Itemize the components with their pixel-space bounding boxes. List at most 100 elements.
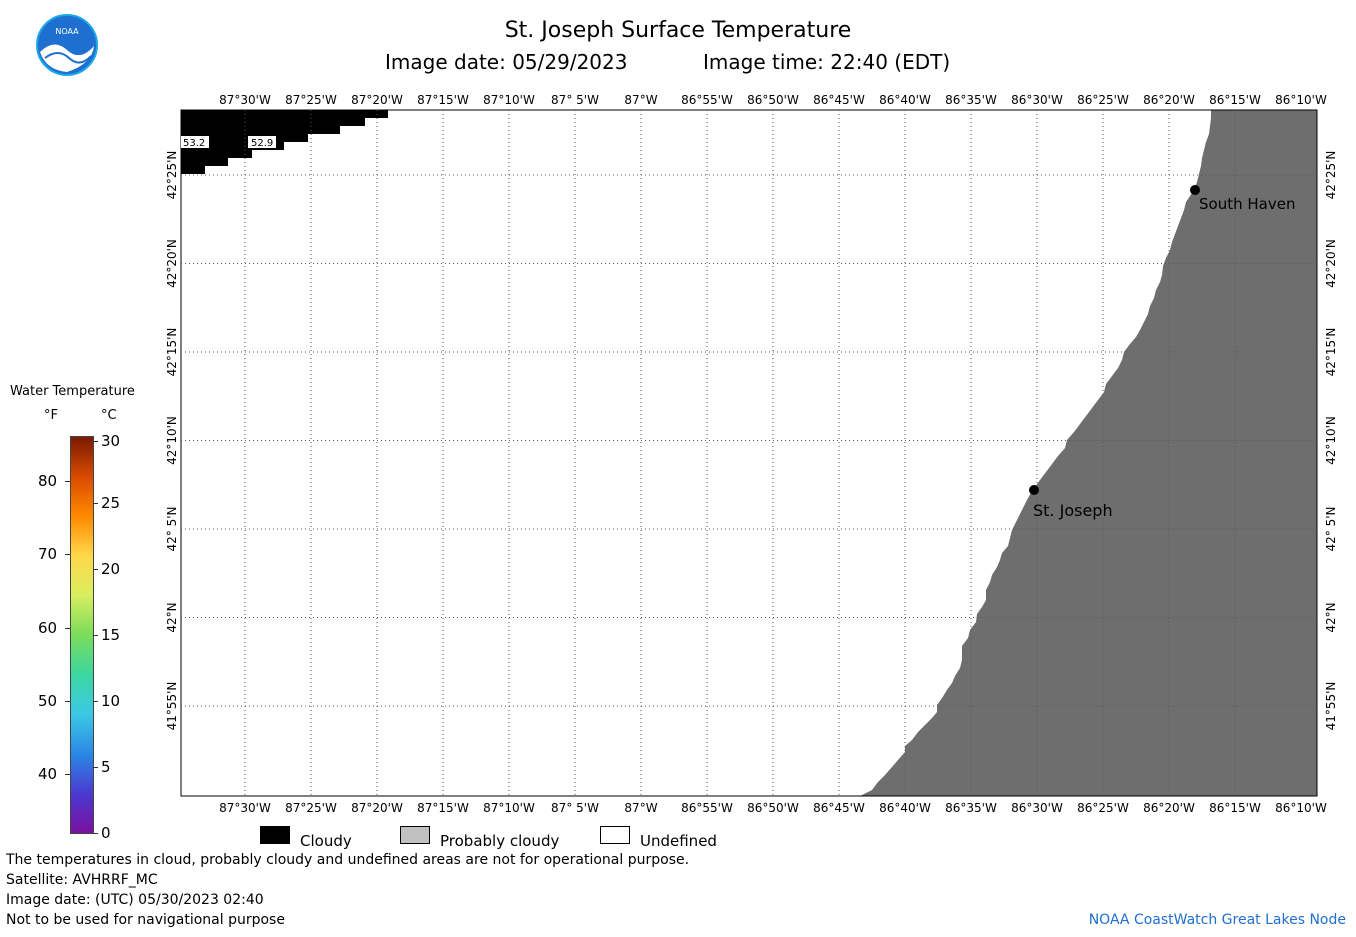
longitude-label: 87°20'W <box>351 801 403 815</box>
latitude-label: 42°25'N <box>165 151 179 200</box>
image-time: Image time: 22:40 (EDT) <box>703 50 951 74</box>
longitude-label: 87°30'W <box>219 93 271 107</box>
city-marker-south-haven[interactable] <box>1190 185 1200 195</box>
longitude-label: 87°20'W <box>351 93 403 107</box>
longitude-label: 86°45'W <box>813 93 865 107</box>
longitude-label: 86°10'W <box>1275 93 1327 107</box>
legend-title: Water Temperature <box>10 384 135 399</box>
latitude-label: 41°55'N <box>165 682 179 731</box>
longitude-label: 86°20'W <box>1143 801 1195 815</box>
latitude-label: 42°10'N <box>165 416 179 465</box>
longitude-label: 86°40'W <box>879 801 931 815</box>
celsius-tick: 20 <box>101 560 121 578</box>
longitude-label: 87°15'W <box>417 801 469 815</box>
satellite-text: Satellite: AVHRRF_MC <box>6 872 158 888</box>
colorbar-tick-mark <box>93 833 98 834</box>
latitude-label: 42°15'N <box>165 328 179 377</box>
fahrenheit-tick: 80 <box>38 472 58 490</box>
cloud-value-box <box>181 136 209 148</box>
longitude-label: 87°10'W <box>483 93 535 107</box>
celsius-tick: 25 <box>101 494 121 512</box>
longitude-label: 86°35'W <box>945 801 997 815</box>
longitude-label: 86°45'W <box>813 801 865 815</box>
longitude-label: 86°35'W <box>945 93 997 107</box>
longitude-label: 86°25'W <box>1077 801 1129 815</box>
colorbar-tick-mark <box>93 569 98 570</box>
longitude-label: 86°30'W <box>1011 93 1063 107</box>
colorbar-tick-mark <box>93 767 98 768</box>
cloud-area <box>181 110 420 174</box>
unit-fahrenheit: °F <box>44 408 58 423</box>
longitude-label: 86°55'W <box>681 801 733 815</box>
longitude-label: 86°15'W <box>1209 801 1261 815</box>
credit-text: NOAA CoastWatch Great Lakes Node <box>1088 912 1346 928</box>
utc-date-text: Image date: (UTC) 05/30/2023 02:40 <box>6 892 264 908</box>
latitude-label: 42°25'N <box>1324 151 1338 200</box>
latitude-label: 42° 5'N <box>165 507 179 552</box>
longitude-label: 87°15'W <box>417 93 469 107</box>
graticule <box>181 110 1317 796</box>
cloud-value-label: 53.2 <box>183 138 205 149</box>
longitude-label: 86°30'W <box>1011 801 1063 815</box>
celsius-tick: 30 <box>101 432 121 450</box>
city-marker-st-joseph[interactable] <box>1029 485 1039 495</box>
longitude-label: 86°55'W <box>681 93 733 107</box>
longitude-label: 86°50'W <box>747 801 799 815</box>
longitude-label: 87°W <box>624 801 657 815</box>
city-label-st-joseph: St. Joseph <box>1033 501 1113 520</box>
latitude-label: 42°N <box>1324 602 1338 632</box>
colorbar-tick-mark <box>93 503 98 504</box>
longitude-label: 86°15'W <box>1209 93 1261 107</box>
colorbar-tick-mark <box>65 627 70 629</box>
longitude-label: 86°20'W <box>1143 93 1195 107</box>
latitude-label: 41°55'N <box>1324 682 1338 731</box>
fahrenheit-tick: 60 <box>38 618 58 637</box>
colorbar-tick-mark <box>93 701 98 702</box>
colorbar-tick-mark <box>65 774 70 776</box>
fahrenheit-tick: 40 <box>38 765 58 784</box>
temperature-colorbar <box>70 436 94 834</box>
fahrenheit-tick: 50 <box>38 692 58 710</box>
latitude-labels-left: 42°25'N 42°20'N 42°15'N 42°10'N 42° 5'N 42°N 4… <box>165 151 179 731</box>
fahrenheit-tick: 70 <box>38 545 58 564</box>
longitude-label: 87°10'W <box>483 801 535 815</box>
longitude-label: 86°40'W <box>879 93 931 107</box>
undefined-label: Undefined <box>640 832 717 850</box>
longitude-label: 87°25'W <box>285 801 337 815</box>
longitude-labels-top: 87°30'W 87°25'W 87°20'W 87°15'W 87°10'W 87° 5… <box>219 93 1327 107</box>
latitude-labels-right: 42°25'N 42°20'N 42°15'N 42°10'N 42° 5'N 42°N 4… <box>1324 151 1338 731</box>
longitude-label: 87°25'W <box>285 93 337 107</box>
latitude-label: 42°N <box>165 602 179 632</box>
latitude-label: 42°20'N <box>1324 239 1338 288</box>
cloud-value-label: 52.9 <box>251 138 273 149</box>
longitude-label: 87°W <box>624 93 657 107</box>
undefined-swatch <box>600 826 630 844</box>
latitude-label: 42° 5'N <box>1324 507 1338 552</box>
celsius-tick: 5 <box>101 758 111 776</box>
colorbar-tick-mark <box>93 635 98 636</box>
colorbar-tick-mark <box>65 554 70 556</box>
longitude-label: 86°25'W <box>1077 93 1129 107</box>
longitude-labels-bottom: 87°30'W 87°25'W 87°20'W 87°15'W 87°10'W 87° 5… <box>219 801 1327 815</box>
nav-warning-text: Not to be used for navigational purpose <box>6 912 285 928</box>
land-area <box>860 110 1317 796</box>
latitude-label: 42°20'N <box>165 239 179 288</box>
unit-celsius: °C <box>101 408 117 423</box>
cloudy-swatch <box>260 826 290 844</box>
image-date: Image date: 05/29/2023 <box>385 50 628 74</box>
cloudy-label: Cloudy <box>300 832 352 850</box>
city-label-south-haven: South Haven <box>1199 195 1295 213</box>
latitude-label: 42°10'N <box>1324 416 1338 465</box>
latitude-label: 42°15'N <box>1324 328 1338 377</box>
colorbar-tick-mark <box>65 701 70 702</box>
probably-cloudy-label: Probably cloudy <box>440 832 560 850</box>
svg-text:NOAA: NOAA <box>55 27 79 36</box>
celsius-tick: 0 <box>101 824 111 842</box>
probably-cloudy-swatch <box>400 826 430 844</box>
disclaimer-text: The temperatures in cloud, probably clou… <box>6 852 690 868</box>
longitude-label: 86°10'W <box>1275 801 1327 815</box>
longitude-label: 87°30'W <box>219 801 271 815</box>
page-title: St. Joseph Surface Temperature <box>504 18 852 43</box>
map-frame <box>180 109 1318 797</box>
